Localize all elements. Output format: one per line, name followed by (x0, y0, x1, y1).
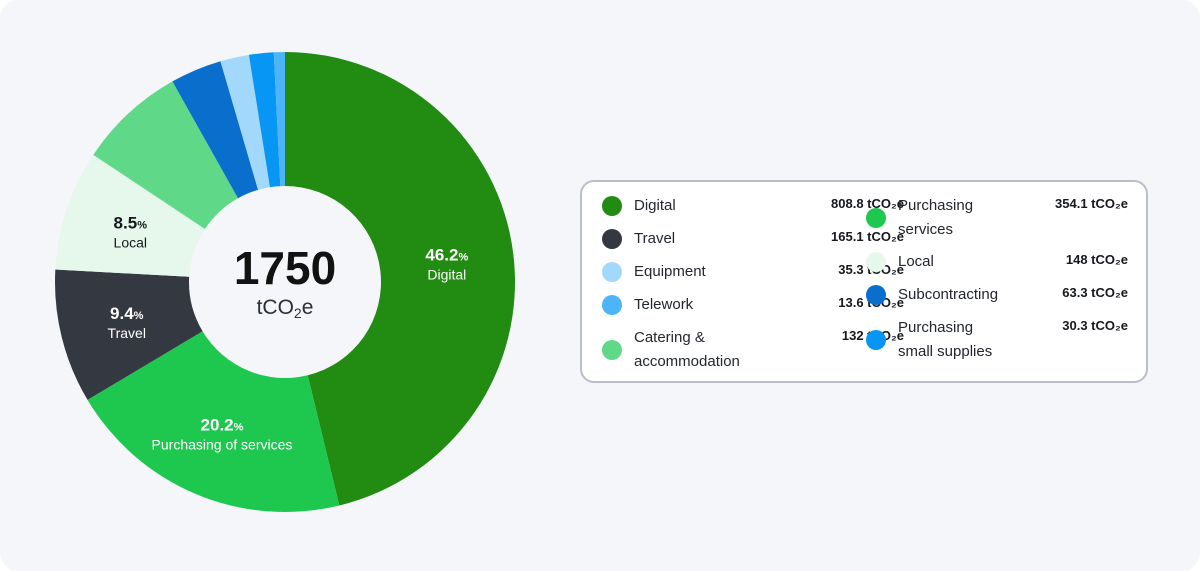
legend-label-line: services (898, 221, 954, 238)
slice-label-name-travel: Travel (108, 325, 146, 341)
legend-item: Digital 808.8 tCO₂e (602, 194, 904, 218)
legend-swatch (602, 340, 622, 360)
legend-label: Local (898, 250, 934, 274)
legend-value: 165.1 tCO₂e (831, 229, 904, 244)
slice-label-pct-purchasing-of-services: 20.2% (201, 415, 244, 434)
legend-value: 63.3 tCO₂e (1062, 285, 1128, 300)
legend-label: Digital (634, 194, 676, 218)
slice-telework (273, 52, 285, 187)
donut-slices (54, 52, 515, 512)
donut-slice-labels: 46.2% Digital 20.2% Purchasing of services 9… (108, 214, 469, 453)
legend-item: Purchasing services 354.1 tCO₂e (866, 194, 1128, 242)
legend-item: Travel 165.1 tCO₂e (602, 227, 904, 251)
legend-label-line: Catering & (634, 329, 705, 346)
legend-label-line: Equipment (634, 263, 706, 280)
legend-label-line: small supplies (898, 343, 993, 360)
legend-label-line: Purchasing (898, 197, 974, 214)
legend-label-line: Purchasing (898, 319, 974, 336)
slice-digital (285, 52, 515, 506)
legend-item: Purchasing small supplies 30.3 tCO₂e (866, 316, 1128, 364)
legend-swatch (602, 196, 622, 216)
legend-label-line: Digital (634, 197, 676, 214)
slice-travel (54, 269, 203, 400)
legend-label-line: Telework (634, 296, 694, 313)
center-unit-sub: 2 (294, 305, 302, 321)
legend-label: Telework (634, 293, 693, 317)
slice-purchasing-small-supplies (248, 52, 281, 188)
center-unit-prefix: tCO (257, 296, 294, 319)
legend-item: Telework 13.6 tCO₂e (602, 293, 904, 317)
legend-value: 808.8 tCO₂e (831, 196, 904, 211)
center-unit-suffix: e (302, 296, 314, 319)
slice-catering-accommodation (93, 81, 239, 229)
emissions-donut-chart: 46.2% Digital 20.2% Purchasing of services 9… (54, 52, 515, 512)
slice-equipment (220, 54, 270, 190)
legend-swatch (602, 262, 622, 282)
legend-label-line: accommodation (634, 353, 740, 370)
legend-item: Equipment 35.3 tCO₂e (602, 260, 904, 284)
legend-swatch (866, 330, 886, 350)
chart-legend: Digital 808.8 tCO₂e Travel 165.1 tCO₂e Equip… (580, 180, 1148, 383)
legend-swatch (866, 208, 886, 228)
legend-item: Local 148 tCO₂e (866, 250, 1128, 274)
slice-local (55, 154, 205, 277)
legend-label: Catering & accommodation (634, 326, 740, 374)
slice-purchasing-of-services (87, 331, 340, 512)
legend-label-line: Local (898, 253, 934, 270)
legend-value: 30.3 tCO₂e (1062, 318, 1128, 333)
slice-label-pct-digital: 46.2% (425, 246, 468, 265)
legend-swatch (866, 252, 886, 272)
legend-value: 354.1 tCO₂e (1055, 196, 1128, 211)
slice-label-name-purchasing-of-services: Purchasing of services (152, 436, 293, 452)
legend-label: Equipment (634, 260, 706, 284)
legend-label-line: Subcontracting (898, 286, 999, 303)
center-total-unit: tCO2e (257, 296, 314, 321)
legend-label: Travel (634, 227, 675, 251)
legend-swatch (602, 229, 622, 249)
slice-label-name-local: Local (114, 235, 147, 251)
center-total-value: 1750 (234, 242, 336, 294)
legend-label: Purchasing services (898, 194, 973, 242)
slice-label-pct-local: 8.5% (114, 214, 148, 233)
legend-label-line: Travel (634, 230, 676, 247)
legend-label: Subcontracting (898, 283, 998, 307)
slice-label-name-digital: Digital (427, 267, 466, 283)
slice-label-pct-travel: 9.4% (110, 304, 144, 323)
legend-item: Subcontracting 63.3 tCO₂e (866, 283, 1128, 307)
legend-label: Purchasing small supplies (898, 316, 992, 364)
legend-item: Catering & accommodation 132 tCO₂e (602, 326, 904, 374)
legend-swatch (866, 285, 886, 305)
legend-swatch (602, 295, 622, 315)
slice-subcontracting (172, 61, 259, 199)
legend-value: 148 tCO₂e (1065, 252, 1128, 267)
